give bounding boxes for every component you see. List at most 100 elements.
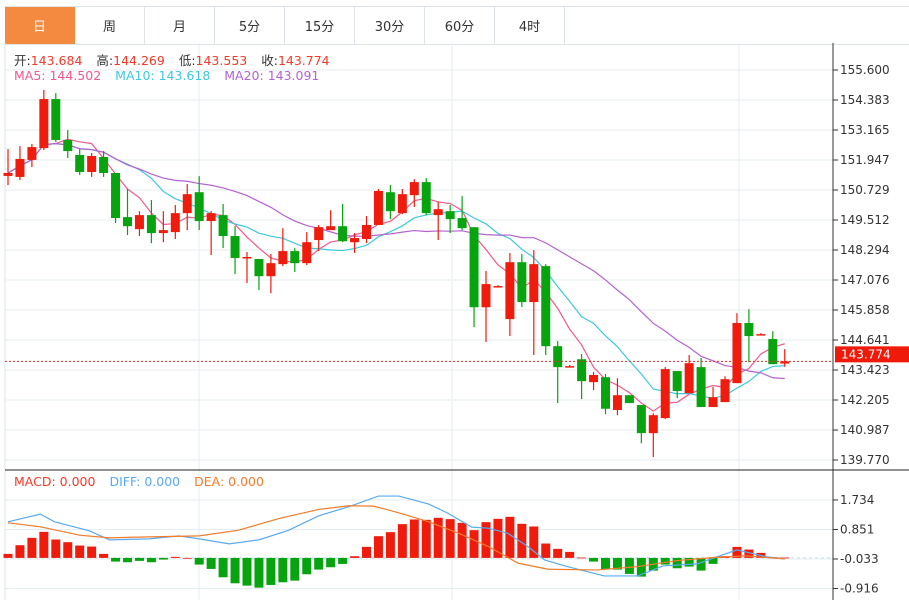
candle-body (87, 155, 97, 172)
macd-bar-negative (696, 557, 706, 571)
candle-body (589, 375, 599, 383)
candle-up (350, 233, 360, 254)
candle-body (397, 194, 407, 214)
macd-bar-negative (314, 557, 324, 570)
candle-down (517, 254, 527, 308)
price-tick-label: 154.383 (840, 93, 890, 107)
price-tick-label: 149.512 (840, 213, 890, 227)
tab-week[interactable]: 周 (75, 7, 145, 44)
macd-bar-negative (242, 557, 252, 586)
candle-down (744, 309, 754, 363)
macd-bar-positive (469, 530, 479, 558)
candle-body (123, 217, 132, 227)
macd-bar-negative (338, 557, 348, 564)
candle-down (218, 204, 228, 249)
tab-30min[interactable]: 30分 (355, 7, 425, 44)
candle-body (433, 209, 443, 216)
low-label: 低: (178, 53, 196, 68)
macd-bar-negative (589, 557, 599, 562)
candle-body (601, 377, 610, 409)
candle-body (636, 405, 646, 434)
macd-bar-positive (87, 546, 97, 558)
candle-body (338, 226, 348, 242)
macd-bar-positive (39, 531, 49, 558)
candle-body (768, 339, 778, 365)
candle-body (457, 218, 467, 229)
candle-up (612, 378, 622, 416)
candle-body (445, 211, 455, 220)
tab-4hour[interactable]: 4时 (495, 7, 565, 44)
candle-down (445, 205, 455, 234)
candle-down (541, 264, 551, 356)
tab-15min[interactable]: 15分 (285, 7, 355, 44)
macd-info: MACD: 0.000 DIFF: 0.000 DEA: 0.000 (14, 474, 274, 489)
macd-bar-negative (708, 557, 718, 564)
candle-down (696, 358, 706, 408)
candle-body (660, 369, 670, 419)
macd-bar-negative (660, 557, 670, 565)
price-tick-label: 155.600 (840, 63, 890, 77)
candle-body (672, 371, 682, 392)
candle-body (302, 242, 312, 264)
tab-60min[interactable]: 60分 (425, 7, 495, 44)
tab-day[interactable]: 日 (5, 7, 75, 44)
candle-down (111, 172, 121, 223)
price-tick-label: 145.858 (840, 303, 890, 317)
macd-bar-positive (445, 519, 455, 558)
price-tick-label: 148.294 (840, 243, 890, 257)
candle-body (756, 334, 766, 336)
ma10-line (7, 143, 785, 399)
candle-body (612, 395, 622, 410)
macd-bar-negative (230, 557, 240, 584)
macd-bar-negative (636, 557, 646, 577)
macd-bar-positive (433, 517, 443, 558)
macd-tick-label: 0.851 (840, 522, 874, 536)
candle-body (27, 147, 37, 160)
macd-bar-positive (170, 556, 180, 558)
high-label: 高: (96, 53, 114, 68)
candle-up (158, 211, 168, 243)
candle-up (433, 202, 443, 240)
candle-up (708, 387, 718, 408)
ma5-line (7, 138, 785, 412)
macd-bar-positive (350, 556, 360, 558)
period-tabs: 日 周 月 5分 15分 30分 60分 4时 (5, 6, 909, 45)
candle-down (601, 374, 610, 415)
price-tick-label: 140.987 (840, 423, 890, 437)
candle-up (278, 228, 288, 267)
candle-down (469, 227, 479, 328)
candle-up (660, 367, 670, 420)
ma-info: MA5: 144.502 MA10: 143.618 MA20: 143.091 (14, 68, 329, 83)
tab-month[interactable]: 月 (145, 7, 215, 44)
candle-body (780, 361, 790, 364)
macd-bar-negative (218, 557, 228, 578)
candle-up (409, 179, 419, 207)
candle-body (111, 172, 121, 219)
macd-bar-positive (553, 548, 563, 558)
macd-bar-negative (194, 557, 204, 565)
candle-up (565, 365, 575, 368)
candle-down (385, 185, 395, 220)
candle-down (768, 331, 778, 365)
price-tick-label: 153.165 (840, 123, 890, 137)
candle-up (756, 333, 766, 336)
candle-body (99, 156, 109, 173)
candle-body (182, 194, 192, 214)
macd-bar-positive (63, 542, 73, 558)
price-tick-label: 150.729 (840, 183, 890, 197)
ma20-value: MA20: 143.091 (224, 68, 320, 83)
candle-down (338, 204, 348, 243)
candle-up (732, 313, 742, 384)
candle-up (326, 210, 336, 231)
candle-down (254, 258, 264, 291)
macd-bar-negative (684, 557, 694, 567)
macd-bar-positive (577, 557, 587, 559)
close-value: 143.774 (277, 53, 330, 68)
macd-bar-negative (326, 557, 336, 568)
candle-up (481, 271, 491, 342)
candle-body (254, 258, 264, 277)
macd-bar-negative (672, 557, 682, 569)
tab-5min[interactable]: 5分 (215, 7, 285, 44)
ohlc-info: 开:143.684 高:144.269 低:143.553 收:143.774 (14, 50, 340, 69)
